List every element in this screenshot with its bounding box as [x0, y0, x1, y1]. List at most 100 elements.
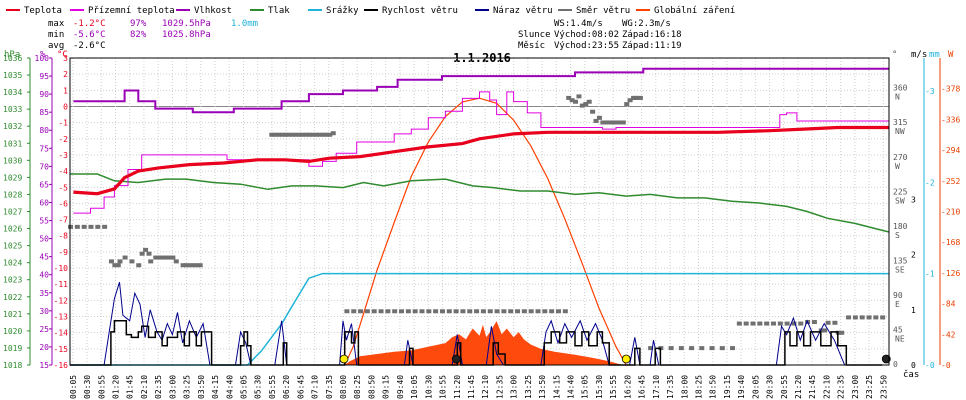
- wind-direction-point: [627, 98, 633, 103]
- wind-direction-point: [791, 321, 797, 326]
- x-tick-label: 19:15: [723, 375, 732, 399]
- moonset-text: Západ:11:19: [622, 41, 682, 51]
- wind-direction-point: [668, 346, 674, 351]
- wind-direction-point: [129, 259, 135, 264]
- pressure-series-line: [70, 173, 890, 233]
- wind-direction-point: [385, 309, 391, 314]
- pct-tick: 90: [39, 90, 49, 99]
- humidity-series-line: [73, 67, 889, 114]
- wind-direction-point: [566, 95, 572, 100]
- hpa-tick: 1036: [3, 54, 22, 63]
- pct-tick: 25: [39, 325, 49, 334]
- wind-direction-point: [586, 99, 592, 104]
- x-tick-label: 00:30: [83, 375, 92, 399]
- x-tick-label: 14:15: [552, 375, 561, 399]
- wind-direction-point: [351, 309, 357, 314]
- direction-tick: 90: [893, 291, 903, 300]
- ms-axis-label: m/s: [911, 50, 927, 60]
- wind-direction-point: [364, 309, 370, 314]
- legend-label: Směr větru: [576, 6, 630, 16]
- x-tick-label: 03:25: [183, 375, 192, 399]
- x-tick-label: 13:25: [524, 375, 533, 399]
- wind-direction-point: [709, 346, 715, 351]
- wind-direction-point: [825, 320, 831, 325]
- wind-direction-point: [634, 95, 640, 100]
- wind-direction-point: [194, 263, 200, 268]
- wind-direction-point: [637, 95, 643, 100]
- wind-direction-point: [160, 255, 166, 260]
- wind-direction-point: [764, 321, 770, 326]
- wind-direction-point: [163, 255, 169, 260]
- wind-direction-point: [610, 120, 616, 125]
- wind-direction-point: [81, 224, 87, 229]
- wind-direction-point: [143, 247, 149, 252]
- x-tick-label: 06:45: [296, 375, 305, 399]
- wind-direction-point: [156, 255, 162, 260]
- celsius-tick: -7: [58, 216, 68, 225]
- wind-direction-point: [743, 321, 749, 326]
- temperature-series-line: [73, 125, 889, 196]
- wind-direction-point: [562, 309, 568, 314]
- pct-tick: 75: [39, 144, 49, 153]
- x-tick-label: 17:10: [652, 375, 661, 399]
- direction-tick-name: S: [895, 231, 900, 240]
- wind-direction-point: [818, 328, 824, 333]
- celsius-tick: -10: [54, 264, 69, 273]
- x-tick-label: 10:55: [439, 375, 448, 399]
- celsius-tick: -15: [54, 345, 69, 354]
- x-tick-label: 20:05: [751, 375, 760, 399]
- wind-direction-point: [300, 132, 306, 137]
- sunrise-text: Východ:08:02: [554, 30, 619, 40]
- wind-direction-point: [197, 263, 203, 268]
- moonrise-text: Východ:23:55: [554, 41, 619, 51]
- celsius-tick: -13: [54, 313, 69, 322]
- wm2-axis-label: W: [948, 50, 954, 60]
- wind-direction-point: [521, 309, 527, 314]
- ms-tick: 1: [911, 306, 916, 315]
- pct-tick: 95: [39, 72, 49, 81]
- x-tick-label: 04:15: [211, 375, 220, 399]
- wind-direction-point: [777, 321, 783, 326]
- plot-frame: [69, 57, 890, 366]
- wind-direction-point: [750, 321, 756, 326]
- celsius-tick: -8: [58, 232, 68, 241]
- wind-direction-point: [846, 315, 852, 320]
- hpa-tick: 1026: [3, 225, 22, 234]
- hpa-tick: 1030: [3, 156, 22, 165]
- legend-label: Srážky: [326, 6, 359, 16]
- wind-direction-point: [426, 309, 432, 314]
- pct-tick: 100: [35, 54, 50, 63]
- legend-label: Přízemní teplota: [88, 6, 175, 16]
- wind-direction-point: [549, 309, 555, 314]
- x-tick-label: 15:05: [581, 375, 590, 399]
- wind-direction-point: [590, 109, 596, 114]
- wind-direction-point: [412, 309, 418, 314]
- x-tick-label: 22:35: [837, 375, 846, 399]
- min-label: min: [48, 30, 64, 40]
- x-tick-label: 01:45: [126, 375, 135, 399]
- direction-tick: 360: [893, 84, 908, 93]
- x-tick-label: 05:30: [254, 375, 263, 399]
- wind-direction-point: [583, 102, 589, 107]
- wind-direction-point: [276, 132, 282, 137]
- wind-direction-point: [378, 309, 384, 314]
- wind-direction-point: [184, 263, 190, 268]
- legend-label: Tlak: [268, 6, 290, 16]
- x-tick-label: 11:45: [467, 375, 476, 399]
- x-tick-label: 13:00: [510, 375, 519, 399]
- wind-direction-point: [648, 346, 654, 351]
- hpa-tick: 1029: [3, 173, 22, 182]
- wind-direction-point: [699, 346, 705, 351]
- wind-direction-point: [617, 120, 623, 125]
- moonset-marker: [451, 354, 461, 364]
- x-axis-label: čas: [903, 369, 919, 380]
- wm2-tick: -84: [941, 300, 956, 309]
- wm2-tick: -42: [941, 330, 956, 339]
- wind-direction-point: [330, 131, 336, 136]
- legend-label: Náraz větru: [493, 6, 553, 16]
- x-tick-label: 20:30: [766, 375, 775, 399]
- x-tick-label: 16:45: [638, 375, 647, 399]
- x-tick-label: 03:00: [168, 375, 177, 399]
- legend-label: Globální záření: [654, 6, 735, 16]
- hpa-tick: 1025: [3, 242, 22, 251]
